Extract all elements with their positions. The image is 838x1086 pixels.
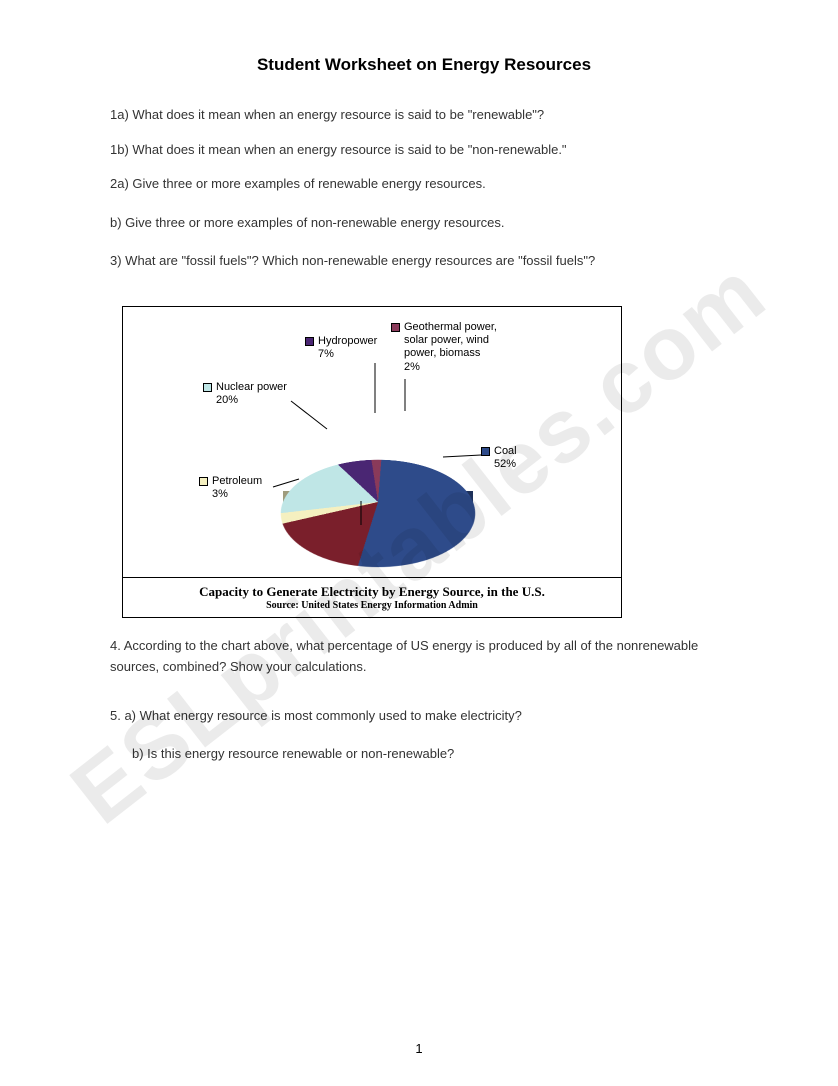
legend-item: Petroleum 3% [199, 475, 289, 501]
legend-label: Hydropower 7% [318, 335, 377, 361]
question-2b: b) Give three or more examples of non-re… [110, 209, 738, 238]
legend-item: Geothermal power, solar power, wind powe… [391, 321, 511, 374]
chart-plot-area: Geothermal power, solar power, wind powe… [123, 307, 621, 577]
question-2a: 2a) Give three or more examples of renew… [110, 170, 738, 199]
legend-item: Hydropower 7% [305, 335, 395, 361]
legend-swatch [391, 323, 400, 332]
question-1a: 1a) What does it mean when an energy res… [110, 101, 738, 130]
question-5a: 5. a) What energy resource is most commo… [110, 702, 738, 731]
legend-label: Coal 52% [494, 445, 517, 471]
chart-caption: Capacity to Generate Electricity by Ener… [123, 577, 621, 617]
pie-disc [257, 460, 499, 567]
legend-label: Petroleum 3% [212, 475, 262, 501]
legend-label: Nuclear power 20% [216, 381, 287, 407]
chart-caption-source: Source: United States Energy Information… [127, 600, 617, 611]
question-4: 4. According to the chart above, what pe… [110, 636, 738, 678]
chart-caption-title: Capacity to Generate Electricity by Ener… [127, 584, 617, 600]
worksheet-page: Student Worksheet on Energy Resources 1a… [0, 0, 838, 1086]
energy-pie-chart: Geothermal power, solar power, wind powe… [122, 306, 622, 618]
legend-swatch [481, 447, 490, 456]
legend-swatch [199, 477, 208, 486]
legend-swatch [203, 383, 212, 392]
legend-label: Geothermal power, solar power, wind powe… [404, 321, 511, 374]
legend-swatch [305, 337, 314, 346]
page-number: 1 [0, 1041, 838, 1056]
page-title: Student Worksheet on Energy Resources [110, 55, 738, 75]
legend-item: Nuclear power 20% [203, 381, 313, 407]
question-3: 3) What are "fossil fuels"? Which non-re… [110, 247, 738, 276]
legend-item: Coal 52% [481, 445, 541, 471]
pie-3d-wrap [283, 407, 473, 507]
question-5b: b) Is this energy resource renewable or … [110, 740, 738, 769]
question-1b: 1b) What does it mean when an energy res… [110, 136, 738, 165]
